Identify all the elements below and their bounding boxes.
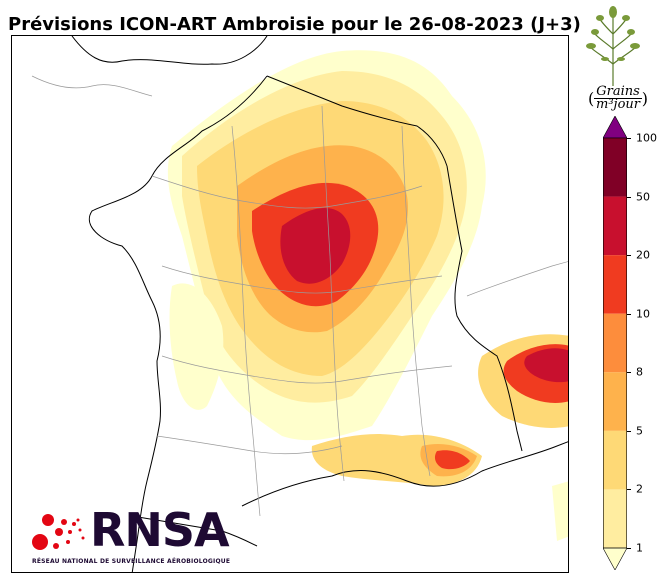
colorbar-band [603, 255, 627, 314]
forecast-map [31, 36, 568, 572]
colorbar-band [603, 196, 627, 256]
ragweed-plant-icon [586, 6, 640, 86]
borders-layer [71, 36, 568, 572]
colorbar-band [603, 138, 627, 197]
region-line [161, 355, 453, 384]
colorbar-tick-label: 10 [636, 307, 650, 321]
logo-wordmark: RNSA [90, 503, 230, 557]
colorbar-tick-label: 1 [636, 541, 643, 555]
colorbar-tick-mark [627, 430, 631, 432]
unit-fraction: Grains m³jour [594, 84, 642, 112]
colorbar-tick-label: 50 [636, 190, 650, 204]
logo-subtitle: RÉSEAU NATIONAL DE SURVEILLANCE AÉROBIOL… [32, 558, 231, 565]
colorbar-band [603, 313, 627, 373]
region-line [151, 175, 423, 209]
corsica-level-2-zone [552, 481, 568, 541]
colorbar-tick-label: 5 [636, 424, 643, 438]
map-title: Prévisions ICON-ART Ambroisie pour le 26… [8, 14, 581, 35]
unit-close-paren: ) [641, 89, 649, 108]
colorbar-tick-label: 8 [636, 365, 643, 379]
sw-level-2-zone [169, 283, 224, 410]
colorbar [603, 116, 627, 570]
colorbar-tick-mark [627, 196, 631, 198]
colorbar-tick-mark [627, 313, 631, 315]
rnsa-logo-icon [32, 514, 85, 550]
region-line [156, 435, 343, 455]
unit-label: (Grains m³jour) [583, 84, 653, 112]
colorbar-tick-label: 100 [636, 131, 657, 145]
colorbar-band [603, 489, 627, 548]
map-area[interactable] [11, 35, 569, 573]
colorbar-tick-mark [627, 138, 631, 139]
colorbar-band [603, 372, 627, 431]
colorbar-tick-label: 20 [636, 248, 650, 262]
east-border [446, 165, 523, 452]
colorbar-tick-mark [627, 372, 631, 374]
colorbar-tick-mark [627, 489, 631, 491]
region-line [161, 265, 443, 294]
southeast-level-50-zone [524, 348, 568, 383]
region-line [321, 105, 345, 482]
pyrenees-border [131, 515, 258, 547]
unit-open-paren: ( [587, 89, 595, 108]
north-border [266, 75, 448, 167]
colorbar-band [603, 430, 627, 490]
region-line [31, 75, 153, 97]
england-coast [71, 36, 268, 65]
concentration-layer [167, 50, 568, 541]
colorbar-under-arrow [603, 547, 627, 570]
colorbar-tick-mark [627, 548, 631, 549]
colorbar-tick-mark [627, 255, 631, 257]
level-50-zone [280, 207, 351, 284]
unit-numerator: Grains [594, 84, 642, 99]
region-line [401, 125, 431, 477]
colorbar-outline [603, 137, 627, 549]
unit-denominator: m³jour [596, 97, 640, 112]
region-line [466, 261, 568, 297]
colorbar-over-arrow [603, 116, 627, 139]
south-level-20-zone [434, 450, 470, 470]
colorbar-tick-label: 2 [636, 482, 643, 496]
region-line [231, 125, 261, 517]
regions-layer [31, 75, 568, 517]
mediterranean-coast [241, 441, 568, 507]
france-coastline [89, 75, 268, 572]
